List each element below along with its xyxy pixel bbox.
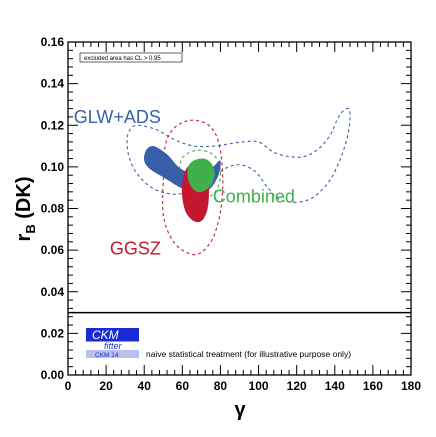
region-label-ggsz: GGSZ — [110, 238, 161, 258]
plot-frame — [67, 41, 412, 376]
x-tick-label: 160 — [363, 379, 383, 393]
y-axis-label-sub: B — [23, 224, 38, 233]
y-tick-label: 0.12 — [41, 118, 65, 132]
ckm-logo-box — [86, 328, 139, 341]
region-labels: GLW+ADS GGSZ Combined — [74, 107, 295, 258]
y-axis-label: rB (DK) — [13, 177, 38, 242]
ckm-logo-name: CKM — [92, 328, 119, 342]
x-tick-label: 80 — [214, 379, 228, 393]
y-tick-label: 0.16 — [41, 35, 65, 49]
x-tick-label: 120 — [287, 379, 307, 393]
ckm-logo-subtitle: fitter — [104, 341, 123, 351]
y-tick-label: 0.04 — [41, 285, 65, 299]
y-tick-label: 0.08 — [41, 202, 65, 216]
legend-text: excluded area has CL > 0.95 — [84, 56, 161, 62]
axis-ticks: 0 20 40 60 80 100 120 140 160 180 0.00 0.02 0.04 0.06… — [41, 35, 422, 393]
x-tick-label: 100 — [249, 379, 269, 393]
x-tick-label: 140 — [325, 379, 345, 393]
ckm-badge: CKM 14 — [95, 352, 119, 359]
x-tick-label: 0 — [65, 379, 72, 393]
y-tick-label: 0.06 — [41, 243, 65, 257]
contour-regions — [126, 107, 351, 256]
x-tick-label: 20 — [99, 379, 113, 393]
x-tick-label: 40 — [138, 379, 152, 393]
y-tick-label: 0.02 — [41, 326, 65, 340]
x-axis-label: γ — [234, 399, 246, 421]
combined-filled-region — [187, 158, 215, 193]
footnote: naive statistical treatment (for illustr… — [146, 349, 351, 359]
ckm-badge-box — [86, 350, 139, 358]
y-axis-label-tail: (DK) — [13, 177, 35, 225]
x-tick-label: 180 — [401, 379, 421, 393]
y-tick-label: 0.00 — [41, 368, 65, 382]
y-axis-label-main: r — [13, 233, 35, 241]
y-tick-label: 0.10 — [41, 160, 65, 174]
region-label-combined: Combined — [213, 186, 295, 206]
y-tick-label: 0.14 — [41, 77, 65, 91]
legend-box — [79, 52, 183, 63]
x-tick-label: 60 — [176, 379, 190, 393]
region-label-glw-ads: GLW+ADS — [74, 107, 161, 127]
ckm-logo: CKM fitter CKM 14 — [86, 328, 139, 359]
ggsz-dashed-contour — [162, 119, 224, 256]
